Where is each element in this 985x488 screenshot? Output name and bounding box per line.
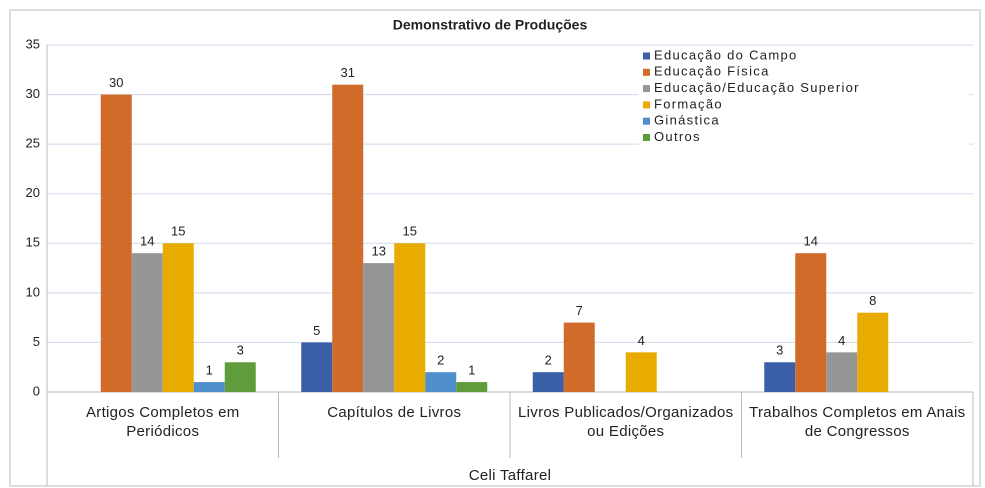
bar <box>224 362 256 392</box>
bar <box>563 322 595 392</box>
data-label: 4 <box>838 333 845 348</box>
bar <box>425 372 457 392</box>
data-label: 1 <box>468 363 475 378</box>
bar <box>363 263 395 392</box>
bar <box>162 243 194 392</box>
y-tick-label: 25 <box>26 136 40 151</box>
data-label: 30 <box>109 75 123 90</box>
data-label: 15 <box>403 224 417 239</box>
bar <box>456 382 488 392</box>
bar <box>193 382 225 392</box>
legend-swatch <box>643 52 650 60</box>
legend-label: Educação do Campo <box>654 47 798 62</box>
x-tick-label: Trabalhos Completos em Anais de Congress… <box>749 404 966 440</box>
bar <box>394 243 426 392</box>
chart-title: Demonstrativo de Produções <box>393 17 588 33</box>
legend-label: Educação/Educação Superior <box>654 80 860 95</box>
data-label: 5 <box>313 323 320 338</box>
x-tick-label: Capítulos de Livros <box>327 404 462 421</box>
bar <box>625 352 657 392</box>
y-tick-label: 0 <box>33 383 40 398</box>
data-label: 31 <box>341 65 355 80</box>
bar <box>332 84 364 393</box>
legend-label: Formação <box>654 96 723 111</box>
data-label: 4 <box>638 333 645 348</box>
bar <box>131 253 163 392</box>
legend-swatch <box>643 85 650 93</box>
data-label: 7 <box>576 303 583 318</box>
y-tick-label: 30 <box>26 86 40 101</box>
x-tick-label: Livros Publicados/Organizados ou Edições <box>518 404 734 440</box>
y-tick-label: 5 <box>33 334 40 349</box>
legend-swatch <box>643 117 650 125</box>
legend-swatch <box>643 101 650 109</box>
y-tick-label: 15 <box>26 235 40 250</box>
legend-label: Educação Física <box>654 64 770 79</box>
bar <box>857 312 889 392</box>
legend-swatch <box>643 134 650 141</box>
x-tick-label: Artigos Completos em Periódicos <box>85 404 240 440</box>
y-tick-label: 35 <box>26 36 40 51</box>
bar <box>826 352 858 392</box>
legend-label: Ginástica <box>654 113 720 128</box>
legend-swatch <box>643 68 650 76</box>
data-label: 14 <box>140 234 154 249</box>
bar <box>100 94 132 393</box>
bar <box>764 362 796 392</box>
data-label: 3 <box>237 343 244 358</box>
y-tick-label: 10 <box>26 284 40 299</box>
group-label: Celi Taffarel <box>468 467 552 484</box>
data-label: 3 <box>776 343 783 358</box>
legend-background <box>639 47 969 148</box>
y-tick-label: 20 <box>26 185 40 200</box>
data-label: 13 <box>372 244 386 259</box>
bar <box>532 372 564 392</box>
legend-label: Outros <box>654 129 701 144</box>
data-label: 2 <box>437 353 444 368</box>
bar <box>795 253 827 392</box>
data-label: 8 <box>869 293 876 308</box>
bar <box>301 342 333 392</box>
data-label: 1 <box>206 363 213 378</box>
data-label: 15 <box>171 224 185 239</box>
data-label: 2 <box>545 353 552 368</box>
data-label: 14 <box>804 234 818 249</box>
